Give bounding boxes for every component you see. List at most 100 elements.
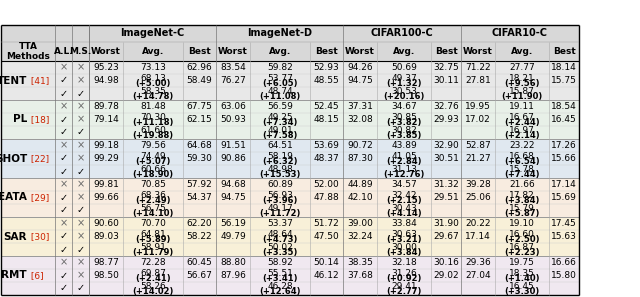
Text: ×: × [76, 75, 84, 86]
Text: 69.87: 69.87 [140, 269, 166, 278]
Text: 16.45: 16.45 [509, 282, 535, 291]
Text: (+2.77): (+2.77) [387, 287, 422, 296]
Text: PL: PL [13, 115, 27, 124]
Text: 74.49: 74.49 [140, 152, 166, 161]
Text: 56.75: 56.75 [140, 204, 166, 213]
Text: (+12.76): (+12.76) [383, 170, 425, 179]
Text: ×: × [76, 271, 84, 280]
Text: 18.14: 18.14 [551, 63, 577, 72]
Text: ×: × [60, 102, 68, 111]
Text: ×: × [76, 140, 84, 151]
Text: ✓: ✓ [60, 115, 68, 124]
Text: ×: × [60, 62, 68, 72]
Text: 99.29: 99.29 [93, 154, 119, 163]
Text: [18]: [18] [28, 115, 49, 124]
Text: ✓: ✓ [60, 89, 68, 99]
Text: (+20.16): (+20.16) [383, 92, 425, 101]
Text: 41.05: 41.05 [391, 152, 417, 161]
Text: 90.60: 90.60 [93, 219, 119, 228]
Text: 79.56: 79.56 [140, 141, 166, 150]
Text: 58.26: 58.26 [140, 282, 166, 291]
Text: 48.64: 48.64 [267, 230, 293, 239]
Text: (+5.07): (+5.07) [135, 157, 171, 166]
Text: (+3.84): (+3.84) [504, 196, 540, 205]
Text: 30.00: 30.00 [391, 243, 417, 252]
Text: (+3.84): (+3.84) [387, 248, 422, 257]
Text: ×: × [76, 192, 84, 203]
Text: 53.69: 53.69 [314, 141, 339, 150]
Text: ×: × [60, 179, 68, 189]
Text: 79.14: 79.14 [93, 115, 119, 124]
Text: 29.41: 29.41 [391, 282, 417, 291]
Text: 94.98: 94.98 [93, 76, 119, 85]
Text: (+7.34): (+7.34) [262, 118, 298, 127]
Text: 18.21: 18.21 [509, 74, 535, 83]
Text: ✓: ✓ [60, 192, 68, 203]
Text: 15.80: 15.80 [551, 271, 577, 280]
Text: 55.51: 55.51 [267, 269, 293, 278]
Text: 52.00: 52.00 [314, 180, 339, 189]
Text: TENT: TENT [0, 75, 27, 86]
Text: (+15.53): (+15.53) [259, 170, 301, 179]
Bar [1, 42, 579, 61]
Text: CIFAR10-C: CIFAR10-C [492, 29, 548, 39]
Text: SAR: SAR [3, 231, 27, 241]
Text: (+12.64): (+12.64) [259, 287, 301, 296]
Text: (+3.82): (+3.82) [387, 118, 422, 127]
Text: 88.80: 88.80 [220, 258, 246, 267]
Text: ×: × [76, 257, 84, 268]
Text: 32.76: 32.76 [433, 102, 459, 111]
Text: 39.00: 39.00 [347, 219, 373, 228]
Text: 30.82: 30.82 [391, 126, 417, 135]
Text: Avg.: Avg. [393, 47, 415, 56]
Text: 49.17: 49.17 [267, 204, 293, 213]
Bar [1, 61, 579, 100]
Text: 87.30: 87.30 [347, 154, 373, 163]
Text: ✓: ✓ [60, 167, 68, 176]
Text: (+5.87): (+5.87) [504, 209, 540, 218]
Text: ✓: ✓ [60, 127, 68, 138]
Text: 21.66: 21.66 [509, 180, 535, 189]
Text: 31.90: 31.90 [433, 219, 459, 228]
Text: 58.19: 58.19 [267, 152, 293, 161]
Text: (+11.08): (+11.08) [259, 92, 301, 101]
Text: 60.66: 60.66 [140, 165, 166, 174]
Text: 60.45: 60.45 [187, 258, 212, 267]
Text: 68.36: 68.36 [140, 191, 166, 200]
Text: 16.60: 16.60 [509, 230, 535, 239]
Text: 52.45: 52.45 [314, 102, 339, 111]
Text: (+1.32): (+1.32) [387, 79, 422, 88]
Text: 29.36: 29.36 [465, 258, 491, 267]
Text: 17.14: 17.14 [551, 180, 577, 189]
Text: 52.93: 52.93 [314, 63, 339, 72]
Text: Best: Best [188, 47, 211, 56]
Text: 32.08: 32.08 [347, 115, 373, 124]
Text: 70.30: 70.30 [140, 113, 166, 122]
Text: 17.26: 17.26 [551, 141, 577, 150]
Text: (+5.89): (+5.89) [135, 235, 171, 244]
Text: [30]: [30] [28, 232, 49, 241]
Text: (+7.58): (+7.58) [262, 131, 298, 140]
Text: 49.37: 49.37 [391, 74, 417, 83]
Text: 15.79: 15.79 [509, 204, 535, 213]
Text: 30.85: 30.85 [391, 113, 417, 122]
Text: 15.63: 15.63 [551, 232, 577, 241]
Text: 34.57: 34.57 [391, 180, 417, 189]
Text: 29.51: 29.51 [433, 193, 459, 202]
Text: 94.26: 94.26 [347, 63, 373, 72]
Text: 32.24: 32.24 [348, 232, 372, 241]
Text: 37.31: 37.31 [347, 102, 373, 111]
Text: 46.28: 46.28 [267, 282, 293, 291]
Text: (+11.90): (+11.90) [501, 92, 543, 101]
Text: 30.11: 30.11 [433, 76, 459, 85]
Text: (+1.40): (+1.40) [504, 274, 540, 283]
Text: [41]: [41] [28, 76, 49, 85]
Text: 33.84: 33.84 [391, 219, 417, 228]
Text: 23.22: 23.22 [509, 141, 535, 150]
Text: (+3.35): (+3.35) [262, 248, 298, 257]
Text: 90.72: 90.72 [347, 141, 373, 150]
Text: 29.67: 29.67 [433, 232, 459, 241]
Text: 29.93: 29.93 [433, 115, 459, 124]
Text: SHOT: SHOT [0, 154, 27, 164]
Bar [1, 100, 579, 139]
